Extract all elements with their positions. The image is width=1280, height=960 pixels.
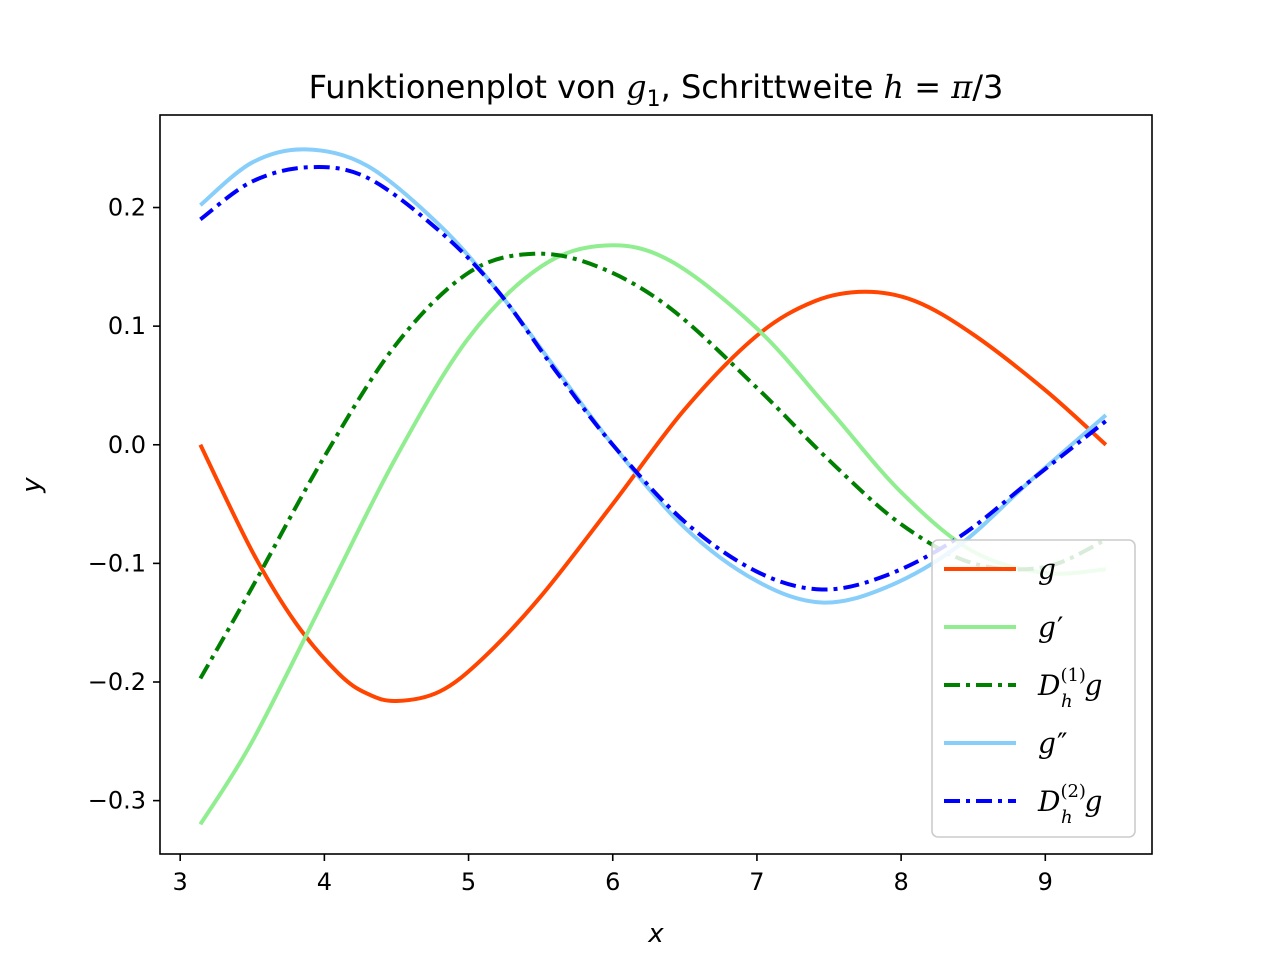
x-tick-label: 3: [173, 868, 188, 896]
y-tick-label: 0.1: [108, 312, 146, 340]
plot-frame: [159, 114, 1153, 855]
y-axis-ticks: −0.3 −0.2 −0.1 0.0 0.1 0.2: [88, 194, 160, 815]
legend-label-2: D(1) h g: [1037, 665, 1102, 712]
x-tick-label: 7: [749, 868, 764, 896]
x-tick-label: 8: [893, 868, 908, 896]
series-line-2: [198, 251, 1107, 680]
y-axis-label: y: [17, 477, 47, 494]
series-line-0: [198, 289, 1108, 703]
y-tick-label: 0.0: [108, 431, 146, 459]
legend-label-0: g: [1038, 553, 1056, 586]
legend-box: [931, 539, 1136, 838]
y-tick-label: −0.2: [88, 668, 146, 696]
x-tick-label: 9: [1038, 868, 1053, 896]
legend-label-4: D(2) h g: [1037, 781, 1102, 828]
legend-label-3: g″: [1038, 727, 1067, 760]
y-tick-label: −0.1: [88, 549, 146, 577]
chart-title: Funktionenplot von g1, Schrittweite h = …: [309, 68, 1004, 112]
x-tick-label: 4: [317, 868, 332, 896]
x-axis-label: x: [647, 919, 664, 949]
legend-label-1: g′: [1038, 611, 1063, 644]
series-line-1: [198, 243, 1107, 826]
y-tick-label: −0.3: [88, 787, 146, 815]
x-tick-label: 5: [461, 868, 476, 896]
legend: g g′ D(1) h g g″ D(2) h g: [931, 539, 1136, 838]
x-axis-ticks: 3 4 5 6 7 8 9: [173, 854, 1053, 896]
y-tick-label: 0.2: [108, 194, 146, 222]
x-tick-label: 6: [605, 868, 620, 896]
